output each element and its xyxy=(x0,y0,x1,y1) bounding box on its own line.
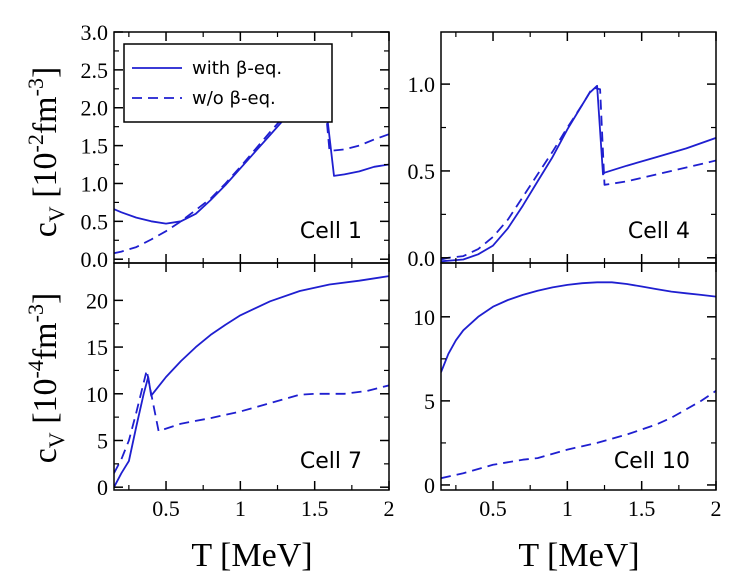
x-tick-label: 0.5 xyxy=(479,496,507,521)
panel-top-left: 0.0 0.5 1.0 1.5 2.0 2.5 3.0 Cell 1 xyxy=(81,20,390,272)
series-line-wo-beta-eq xyxy=(114,69,389,255)
panel-bottom-right: 0 5 10 0.5 1 1.5 2 Cell 10 xyxy=(413,262,722,521)
y-axis-label-top: cV [10-2fm-3] xyxy=(23,67,69,238)
x-tick-label: 1 xyxy=(235,496,246,521)
y-tick-label: 1.5 xyxy=(81,134,109,159)
y-tick-label: 0.5 xyxy=(408,159,436,184)
y-tick-label: 5 xyxy=(424,389,435,414)
y-tick-label: 1.0 xyxy=(408,72,436,97)
cell-label: Cell 1 xyxy=(300,219,362,244)
panel-bottom-left: 0 5 10 15 20 0.5 1 1.5 2 Cell 7 xyxy=(86,262,395,521)
y-tick-label: 3.0 xyxy=(81,20,109,45)
y-tick-label: 1.0 xyxy=(81,171,109,196)
series-line-wo-beta-eq xyxy=(441,86,716,261)
y-tick-label: 0 xyxy=(424,473,435,498)
y-tick-label: 10 xyxy=(86,382,108,407)
y-tick-label: 20 xyxy=(86,288,108,313)
cell-label: Cell 10 xyxy=(614,449,690,474)
series-line-with-beta-eq xyxy=(114,275,389,488)
x-axis-label-left: T [MeV] xyxy=(191,537,312,574)
y-tick-label: 0.5 xyxy=(81,209,109,234)
legend-label-wo-beta-eq: w/o β-eq. xyxy=(192,88,276,109)
y-tick-label: 0.0 xyxy=(408,246,436,271)
panel-frame xyxy=(440,262,717,491)
y-tick-label: 2.0 xyxy=(81,96,109,121)
legend: with β-eq. w/o β-eq. xyxy=(123,43,333,123)
y-axis-label-bottom: cV [10-4fm-3] xyxy=(23,293,69,464)
y-tick-label: 5 xyxy=(97,428,108,453)
series-line-with-beta-eq xyxy=(114,72,389,225)
x-tick-label: 2 xyxy=(384,496,395,521)
y-tick-label: 0 xyxy=(97,475,108,500)
x-tick-label: 2 xyxy=(711,496,722,521)
cell-label: Cell 7 xyxy=(300,449,362,474)
x-axis-label-right: T [MeV] xyxy=(518,537,639,574)
y-tick-label: 15 xyxy=(86,335,108,360)
series-line-with-beta-eq xyxy=(441,84,716,263)
x-tick-label: 1.5 xyxy=(628,496,656,521)
legend-box xyxy=(123,43,333,123)
x-tick-label: 1 xyxy=(562,496,573,521)
panel-top-right: 0.0 0.5 1.0 Cell 4 xyxy=(408,31,717,271)
panel-frame xyxy=(113,262,390,491)
y-tick-label: 10 xyxy=(413,305,435,330)
series-line-with-beta-eq xyxy=(441,281,716,373)
y-tick-label: 2.5 xyxy=(81,58,109,83)
series-line-wo-beta-eq xyxy=(114,369,389,474)
legend-label-with-beta-eq: with β-eq. xyxy=(192,58,282,79)
x-tick-label: 0.5 xyxy=(152,496,180,521)
cell-label: Cell 4 xyxy=(628,219,690,244)
x-tick-label: 1.5 xyxy=(301,496,329,521)
y-tick-label: 0.0 xyxy=(81,247,109,272)
